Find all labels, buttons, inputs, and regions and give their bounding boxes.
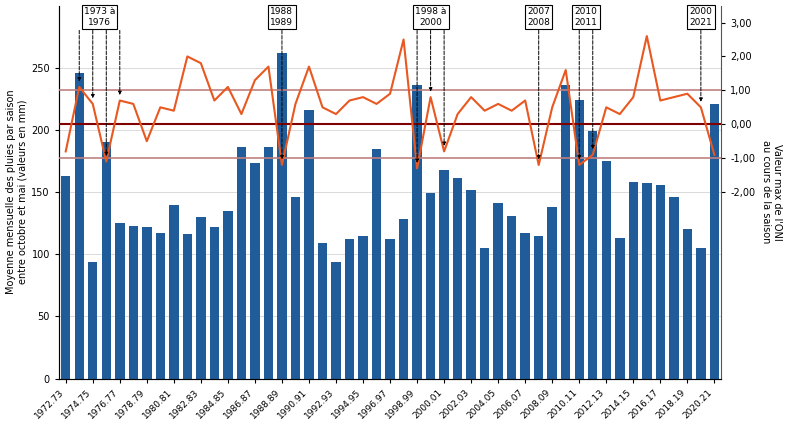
Bar (656, 184, 665, 379)
Bar (710, 104, 719, 379)
Bar (440, 170, 449, 379)
Bar (264, 147, 273, 379)
Bar (696, 248, 705, 379)
Text: 2007
2008: 2007 2008 (527, 7, 550, 27)
Bar (480, 248, 489, 379)
Bar (453, 178, 463, 379)
Bar (304, 110, 314, 379)
Bar (520, 233, 530, 379)
Bar (102, 142, 111, 379)
Y-axis label: Moyenne mensuelle des pluies par saison
entre octobre et mai (valeurs en mm): Moyenne mensuelle des pluies par saison … (6, 90, 27, 294)
Bar (318, 243, 327, 379)
Bar (682, 229, 692, 379)
Bar (548, 207, 557, 379)
Bar (615, 238, 625, 379)
Text: 1998 à
2000: 1998 à 2000 (415, 7, 446, 27)
Text: 1988
1989: 1988 1989 (270, 7, 293, 27)
Bar (115, 223, 125, 379)
Bar (331, 262, 340, 379)
Bar (534, 236, 544, 379)
Bar (507, 216, 516, 379)
Bar (399, 219, 408, 379)
Bar (196, 217, 206, 379)
Y-axis label: Valeur max de l'ONI
au cours de la saison: Valeur max de l'ONI au cours de la saiso… (761, 141, 782, 244)
Bar (359, 236, 368, 379)
Bar (574, 100, 584, 379)
Bar (75, 73, 84, 379)
Bar (210, 227, 219, 379)
Bar (426, 193, 435, 379)
Bar (277, 53, 287, 379)
Bar (128, 226, 138, 379)
Bar (61, 176, 70, 379)
Bar (251, 164, 260, 379)
Bar (155, 233, 165, 379)
Bar (642, 183, 652, 379)
Bar (629, 182, 638, 379)
Text: 2010
2011: 2010 2011 (574, 7, 597, 27)
Bar (183, 234, 192, 379)
Bar (236, 147, 246, 379)
Bar (669, 197, 678, 379)
Bar (588, 131, 597, 379)
Bar (601, 161, 611, 379)
Bar (223, 211, 232, 379)
Bar (169, 204, 179, 379)
Bar (493, 203, 503, 379)
Bar (561, 85, 571, 379)
Bar (385, 239, 395, 379)
Bar (142, 227, 151, 379)
Text: 2000
2021: 2000 2021 (690, 7, 712, 27)
Bar (466, 190, 476, 379)
Bar (372, 149, 381, 379)
Bar (345, 239, 355, 379)
Text: 1973 à
1976: 1973 à 1976 (84, 7, 115, 27)
Bar (291, 197, 300, 379)
Bar (412, 85, 422, 379)
Bar (88, 262, 98, 379)
